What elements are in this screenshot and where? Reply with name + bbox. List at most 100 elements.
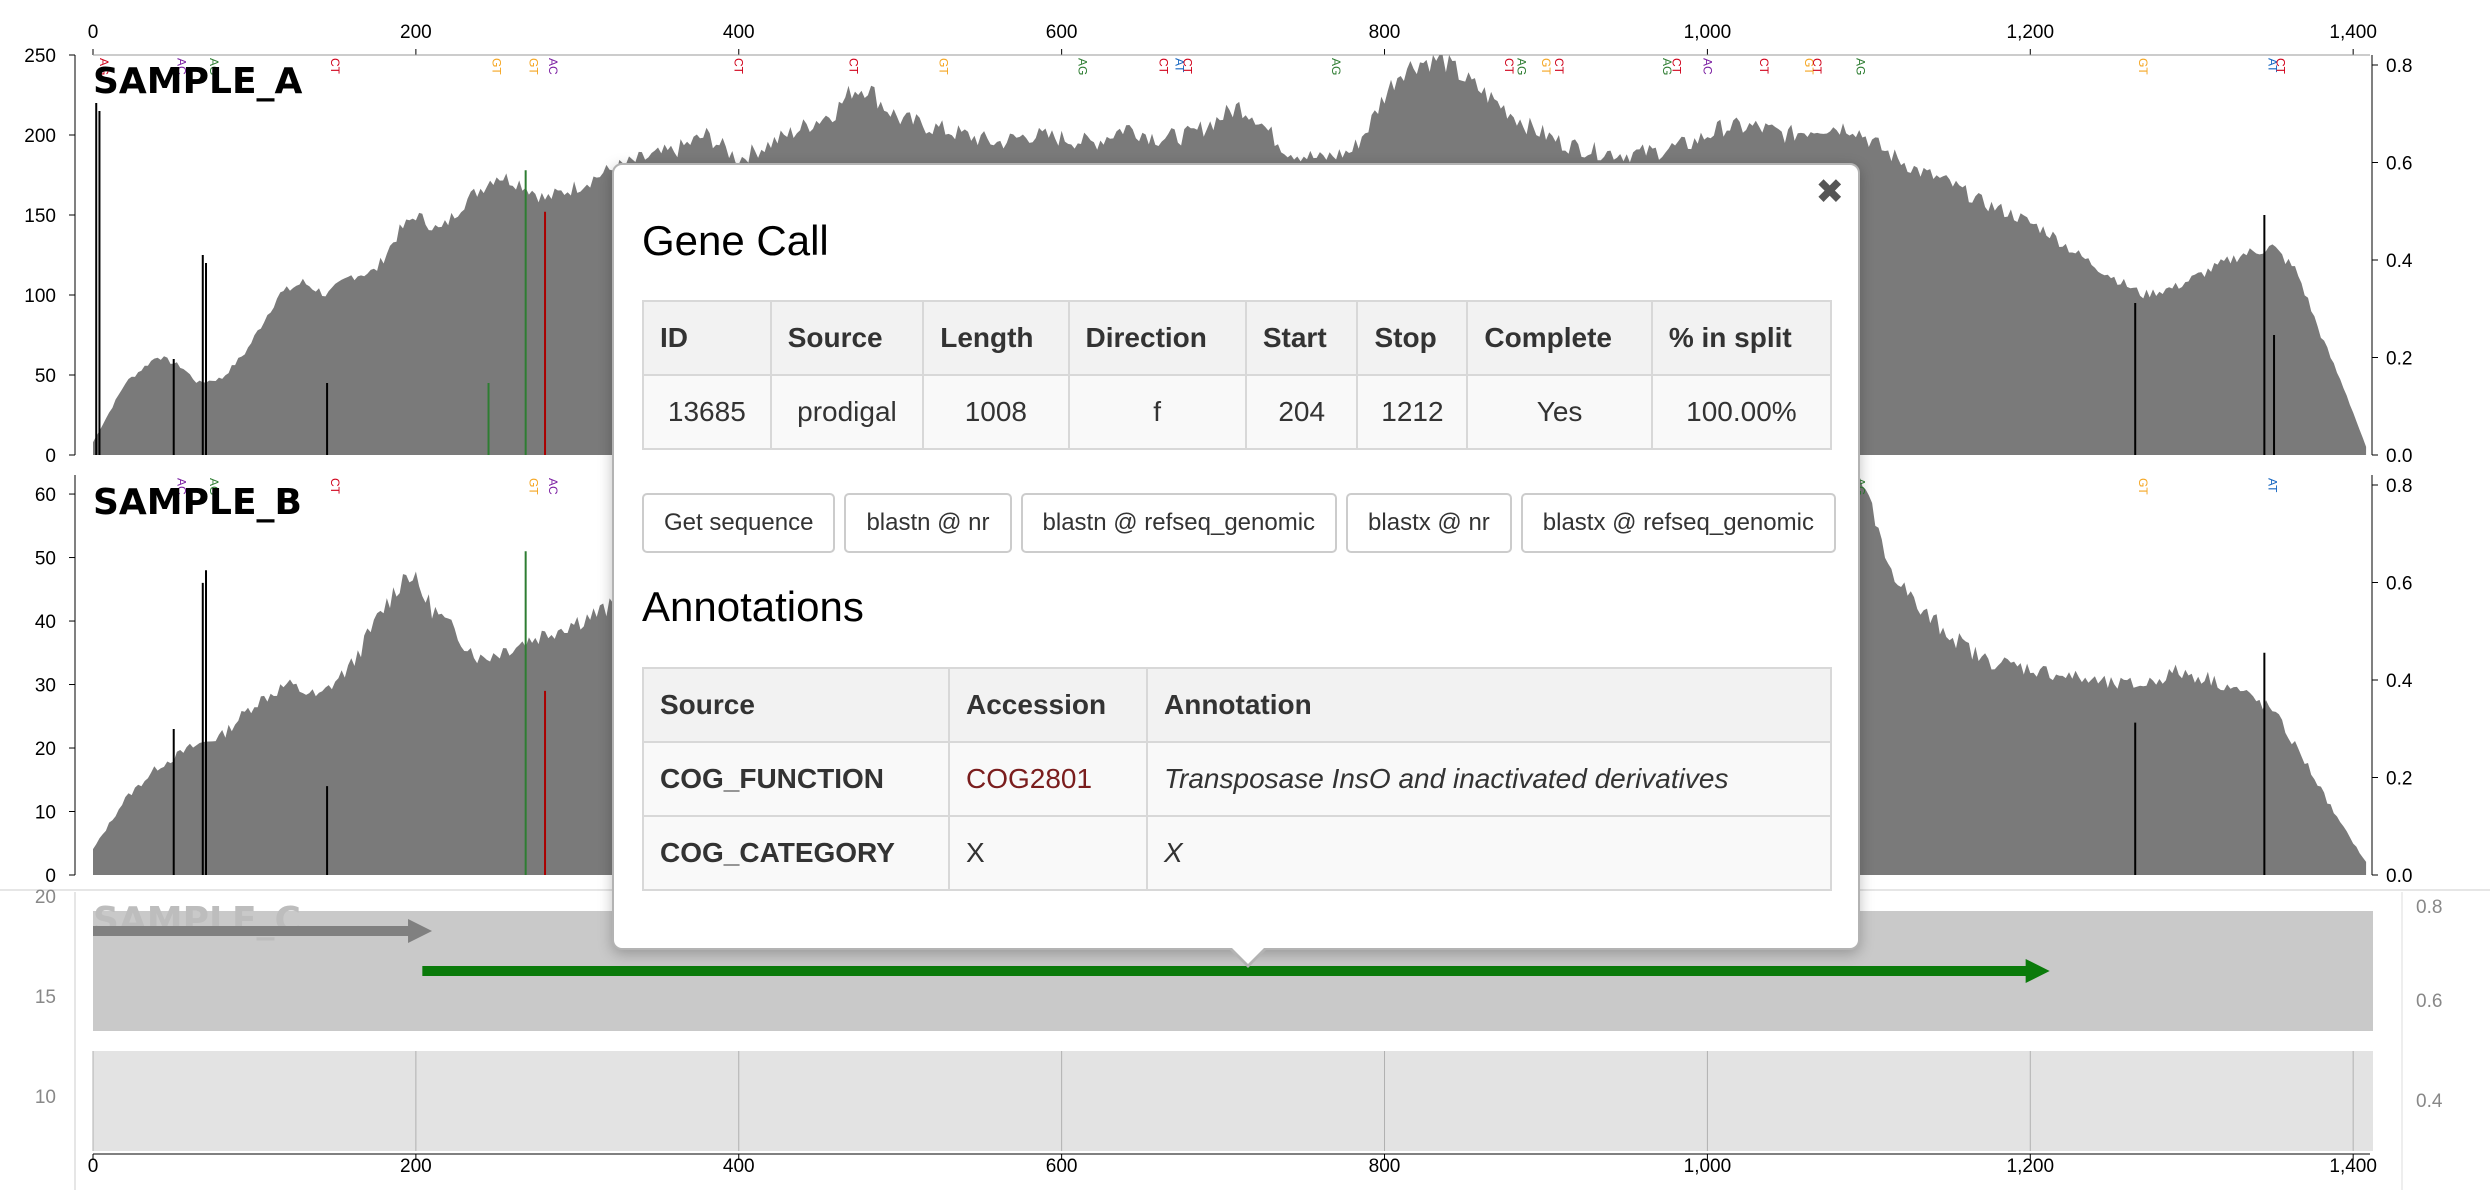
snv-label: CT — [2273, 58, 2287, 75]
snv-label: GT — [1539, 58, 1553, 75]
gene-header-start: Start — [1244, 300, 1359, 376]
gene-arrow[interactable] — [93, 919, 433, 943]
lower-track-background — [93, 1051, 2373, 1151]
snv-label: GT — [1802, 58, 1816, 75]
gene-value-start: 204 — [1244, 374, 1359, 450]
sample-b-right-axis: 0.0 0.2 0.4 0.6 0.8 — [2372, 476, 2413, 887]
sample-a-right-axis: 0.0 0.2 0.4 0.6 0.8 — [2372, 56, 2413, 467]
snv-label: AC — [175, 478, 189, 495]
popover-pointer — [1228, 946, 1268, 968]
gene-arrow-body — [422, 966, 2028, 976]
y-axis-tick-label: 10 — [35, 1087, 56, 1108]
snv-label: AT — [2265, 478, 2279, 493]
x-axis-tick-label: 200 — [400, 1156, 432, 1177]
annotation-text: Transposase InsO and inactivated derivat… — [1146, 741, 1832, 817]
snv-label: AC — [546, 58, 560, 75]
y-axis-tick-label: 50 — [35, 549, 56, 570]
x-axis-tick-label: 0 — [88, 22, 99, 43]
x-axis-tick-label: 1,400 — [2329, 1156, 2377, 1177]
blastn-refseq-genomic-button[interactable]: blastn @ refseq_genomic — [1020, 493, 1338, 553]
snv-label: CT — [1552, 58, 1566, 75]
top-x-axis: 0 200 400 600 800 1,000 1,200 1,400 — [88, 22, 2377, 56]
snv-label: AG — [97, 58, 111, 75]
annotation-header-annotation: Annotation — [1146, 667, 1832, 743]
right-axis-tick-label: 0.8 — [2416, 897, 2442, 918]
y-axis-tick-label: 0 — [45, 866, 56, 887]
y-axis-tick-label: 50 — [35, 366, 56, 387]
snv-label: AG — [1076, 58, 1090, 75]
snv-label: CT — [732, 58, 746, 75]
blastn-nr-button[interactable]: blastn @ nr — [844, 493, 1012, 553]
annotation-accession-cell: COG2801 — [948, 741, 1148, 817]
right-axis-tick-label: 0.2 — [2386, 349, 2412, 370]
right-axis-tick-label: 0.0 — [2386, 866, 2412, 887]
snv-label: CT — [1156, 58, 1170, 75]
x-axis-tick-label: 600 — [1046, 22, 1078, 43]
gene-call-popover: ✖ Gene Call ID Source Length Direction S… — [612, 163, 1860, 968]
sample-a-label: SAMPLE_A — [93, 61, 303, 102]
x-axis-tick-label: 1,200 — [2007, 22, 2055, 43]
gene-arrows[interactable] — [93, 919, 2050, 983]
gene-header-complete: Complete — [1466, 300, 1653, 376]
sample-b-y-axis: 0 10 20 30 40 50 60 — [35, 485, 75, 887]
y-axis-tick-label: 60 — [35, 485, 56, 506]
snv-label: CT — [328, 58, 342, 75]
get-sequence-button[interactable]: Get sequence — [642, 493, 836, 553]
lower-track-grid — [92, 1051, 2354, 1151]
blastx-refseq-genomic-button[interactable]: blastx @ refseq_genomic — [1520, 493, 1836, 553]
snv-label: CT — [1180, 58, 1194, 75]
snv-label: AG — [1854, 58, 1868, 75]
gene-value-length: 1008 — [922, 374, 1070, 450]
blastx-nr-button[interactable]: blastx @ nr — [1346, 493, 1512, 553]
y-axis-tick-label: 100 — [24, 286, 56, 307]
gene-call-table: ID Source Length Direction Start Stop Co… — [642, 300, 1833, 450]
right-axis-tick-label: 0.8 — [2386, 56, 2412, 77]
annotation-row: COG_FUNCTION COG2801 Transposase InsO an… — [642, 741, 1832, 817]
y-axis-tick-label: 15 — [35, 987, 56, 1008]
annotation-header-source: Source — [642, 667, 950, 743]
sample-b-label: SAMPLE_B — [93, 482, 302, 523]
annotations-header-row: Source Accession Annotation — [642, 667, 1832, 743]
cog-accession-link[interactable]: COG2801 — [966, 763, 1093, 794]
gene-arrow[interactable] — [422, 959, 2050, 983]
snv-label: GT — [490, 58, 504, 75]
snv-label: AC — [175, 58, 189, 75]
gene-arrow-body — [93, 926, 411, 936]
x-axis-tick-label: 200 — [400, 22, 432, 43]
x-axis-tick-label: 1,200 — [2007, 1156, 2055, 1177]
right-axis-tick-label: 0.4 — [2386, 251, 2413, 272]
sample-a-y-axis: 0 50 100 150 200 250 — [24, 46, 75, 467]
snv-label: CT — [1502, 58, 1516, 75]
gene-header-length: Length — [922, 300, 1070, 376]
y-axis-tick-label: 150 — [24, 206, 56, 227]
snv-label: GT — [527, 478, 541, 495]
snv-label: GT — [937, 58, 951, 75]
snv-label: AG — [207, 58, 221, 75]
gene-value-percent-in-split: 100.00% — [1650, 374, 1833, 450]
gene-value-direction: f — [1067, 374, 1247, 450]
gene-header-source: Source — [769, 300, 925, 376]
gene-header-id: ID — [642, 300, 772, 376]
snv-label: GT — [2136, 478, 2150, 495]
gene-call-header-row: ID Source Length Direction Start Stop Co… — [642, 300, 1833, 376]
annotation-row: COG_CATEGORY X X — [642, 815, 1832, 891]
snv-label: AG — [1660, 58, 1674, 75]
snv-label: GT — [2136, 58, 2150, 75]
gene-call-title: Gene Call — [642, 217, 829, 264]
snv-label: AG — [207, 478, 221, 495]
y-axis-tick-label: 0 — [45, 446, 56, 467]
y-axis-tick-label: 20 — [35, 887, 56, 908]
x-axis-tick-label: 800 — [1369, 22, 1401, 43]
x-axis-tick-label: 1,400 — [2329, 22, 2377, 43]
snv-label: AT — [1172, 58, 1186, 73]
gene-header-percent-in-split: % in split — [1650, 300, 1833, 376]
sample-c-y-axis: 20 15 10 — [35, 887, 56, 1108]
gene-arrow-head — [2025, 959, 2050, 983]
x-axis-tick-label: 0 — [88, 1156, 99, 1177]
gene-header-direction: Direction — [1067, 300, 1247, 376]
close-icon[interactable]: ✖ — [1815, 172, 1845, 212]
snv-label: CT — [1757, 58, 1771, 75]
y-axis-tick-label: 10 — [35, 803, 56, 824]
gene-value-id: 13685 — [642, 374, 772, 450]
y-axis-tick-label: 200 — [24, 126, 56, 147]
